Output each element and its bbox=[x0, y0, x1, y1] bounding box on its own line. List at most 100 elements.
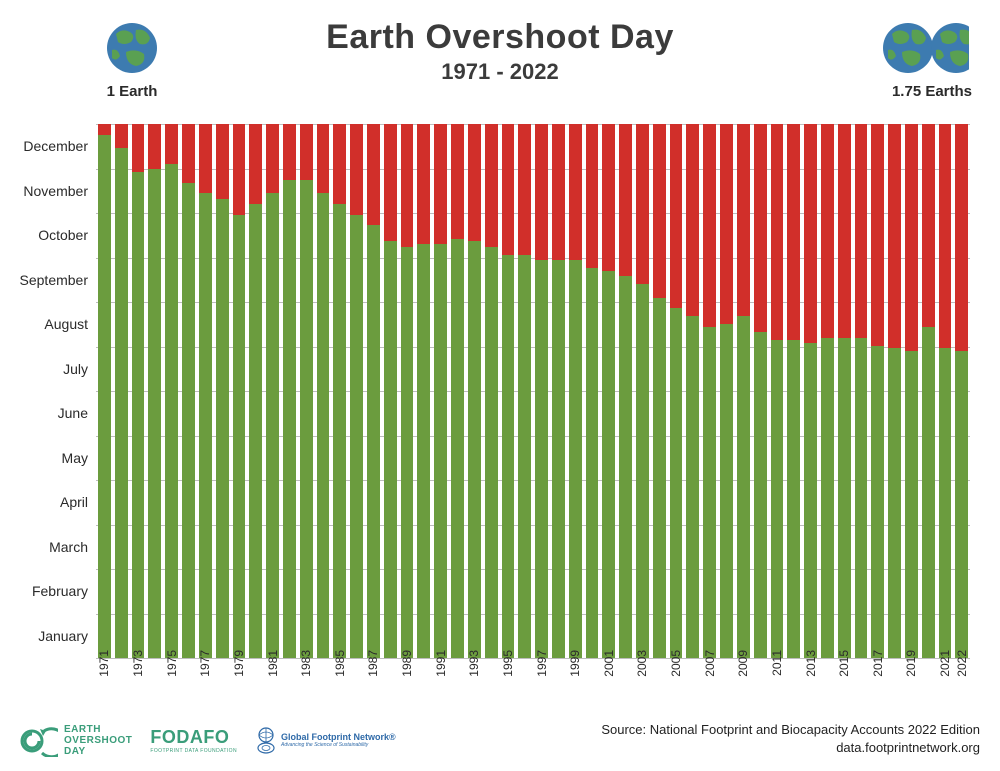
year-bar: 1995 bbox=[502, 124, 515, 658]
year-label: 2009 bbox=[736, 650, 750, 677]
overshoot-segment bbox=[384, 124, 397, 241]
overshoot-segment bbox=[653, 124, 666, 298]
overshoot-segment bbox=[838, 124, 851, 338]
biocapacity-segment bbox=[686, 316, 699, 658]
year-bar bbox=[485, 124, 498, 658]
biocapacity-segment bbox=[401, 247, 414, 658]
month-label: December bbox=[16, 138, 88, 154]
overshoot-segment bbox=[98, 124, 111, 135]
year-bar bbox=[518, 124, 531, 658]
overshoot-segment bbox=[787, 124, 800, 340]
year-bar: 2011 bbox=[771, 124, 784, 658]
year-bar: 1991 bbox=[434, 124, 447, 658]
month-label: May bbox=[16, 450, 88, 466]
eod-logo: EARTH OVERSHOOT DAY bbox=[20, 724, 132, 757]
overshoot-segment bbox=[300, 124, 313, 180]
logo-row: EARTH OVERSHOOT DAY FODAFO FOOTPRINT DAT… bbox=[20, 724, 396, 757]
year-bar bbox=[720, 124, 733, 658]
overshoot-segment bbox=[888, 124, 901, 348]
fodafo-logo: FODAFO FOOTPRINT DATA FOUNDATION bbox=[150, 727, 237, 754]
overshoot-segment bbox=[586, 124, 599, 268]
biocapacity-segment bbox=[922, 327, 935, 658]
biocapacity-segment bbox=[552, 260, 565, 658]
overshoot-segment bbox=[283, 124, 296, 180]
year-label: 2019 bbox=[904, 650, 918, 677]
overshoot-segment bbox=[855, 124, 868, 338]
year-bar: 2022 bbox=[955, 124, 968, 658]
overshoot-segment bbox=[317, 124, 330, 193]
year-bar: 1977 bbox=[199, 124, 212, 658]
biocapacity-segment bbox=[804, 343, 817, 658]
source-line2: data.footprintnetwork.org bbox=[601, 739, 980, 757]
year-bar: 1985 bbox=[333, 124, 346, 658]
year-bar bbox=[148, 124, 161, 658]
month-label: August bbox=[16, 316, 88, 332]
biocapacity-segment bbox=[148, 169, 161, 658]
biocapacity-segment bbox=[787, 340, 800, 658]
one-earth-label: 1 Earth bbox=[106, 83, 158, 100]
month-label: September bbox=[16, 272, 88, 288]
overshoot-segment bbox=[115, 124, 128, 148]
overshoot-segment bbox=[939, 124, 952, 348]
overshoot-segment bbox=[417, 124, 430, 244]
year-label: 1987 bbox=[366, 650, 380, 677]
overshoot-segment bbox=[485, 124, 498, 247]
overshoot-segment bbox=[182, 124, 195, 183]
year-bar bbox=[922, 124, 935, 658]
biocapacity-segment bbox=[703, 327, 716, 658]
biocapacity-segment bbox=[535, 260, 548, 658]
overshoot-segment bbox=[434, 124, 447, 244]
biocapacity-segment bbox=[468, 241, 481, 658]
biocapacity-segment bbox=[98, 135, 111, 658]
year-label: 2007 bbox=[703, 650, 717, 677]
overshoot-segment bbox=[233, 124, 246, 215]
year-bar bbox=[417, 124, 430, 658]
biocapacity-segment bbox=[300, 180, 313, 658]
year-bar: 1983 bbox=[300, 124, 313, 658]
year-bar bbox=[754, 124, 767, 658]
overshoot-segment bbox=[720, 124, 733, 324]
eod-logo-line2: OVERSHOOT bbox=[64, 735, 132, 746]
year-label: 2003 bbox=[635, 650, 649, 677]
year-bar: 2003 bbox=[636, 124, 649, 658]
year-bar bbox=[619, 124, 632, 658]
year-bar: 2017 bbox=[871, 124, 884, 658]
biocapacity-segment bbox=[821, 338, 834, 658]
year-bar: 1993 bbox=[468, 124, 481, 658]
overshoot-segment bbox=[165, 124, 178, 164]
source-line1: Source: National Footprint and Biocapaci… bbox=[601, 721, 980, 739]
biocapacity-segment bbox=[165, 164, 178, 658]
biocapacity-segment bbox=[384, 241, 397, 658]
year-bar bbox=[888, 124, 901, 658]
overshoot-segment bbox=[602, 124, 615, 271]
biocapacity-segment bbox=[855, 338, 868, 658]
overshoot-segment bbox=[132, 124, 145, 172]
year-label: 1989 bbox=[400, 650, 414, 677]
year-bar bbox=[115, 124, 128, 658]
year-bar bbox=[686, 124, 699, 658]
year-bar: 1975 bbox=[165, 124, 178, 658]
biocapacity-segment bbox=[569, 260, 582, 658]
year-label: 1999 bbox=[568, 650, 582, 677]
fodafo-logo-name: FODAFO bbox=[150, 727, 229, 747]
year-bar: 2009 bbox=[737, 124, 750, 658]
overshoot-segment bbox=[216, 124, 229, 199]
overshoot-segment bbox=[451, 124, 464, 239]
overshoot-segment bbox=[670, 124, 683, 308]
biocapacity-segment bbox=[115, 148, 128, 658]
year-bar bbox=[451, 124, 464, 658]
year-label: 1995 bbox=[501, 650, 515, 677]
year-label: 2022 bbox=[955, 650, 969, 677]
biocapacity-segment bbox=[653, 298, 666, 658]
year-bar bbox=[821, 124, 834, 658]
year-bar: 2015 bbox=[838, 124, 851, 658]
year-bar: 2019 bbox=[905, 124, 918, 658]
eod-logo-icon bbox=[20, 725, 58, 757]
year-label: 1991 bbox=[434, 650, 448, 677]
overshoot-segment bbox=[922, 124, 935, 327]
overshoot-segment bbox=[737, 124, 750, 316]
year-bar: 1997 bbox=[535, 124, 548, 658]
biocapacity-segment bbox=[350, 215, 363, 658]
biocapacity-segment bbox=[216, 199, 229, 658]
year-bar: 2021 bbox=[939, 124, 952, 658]
